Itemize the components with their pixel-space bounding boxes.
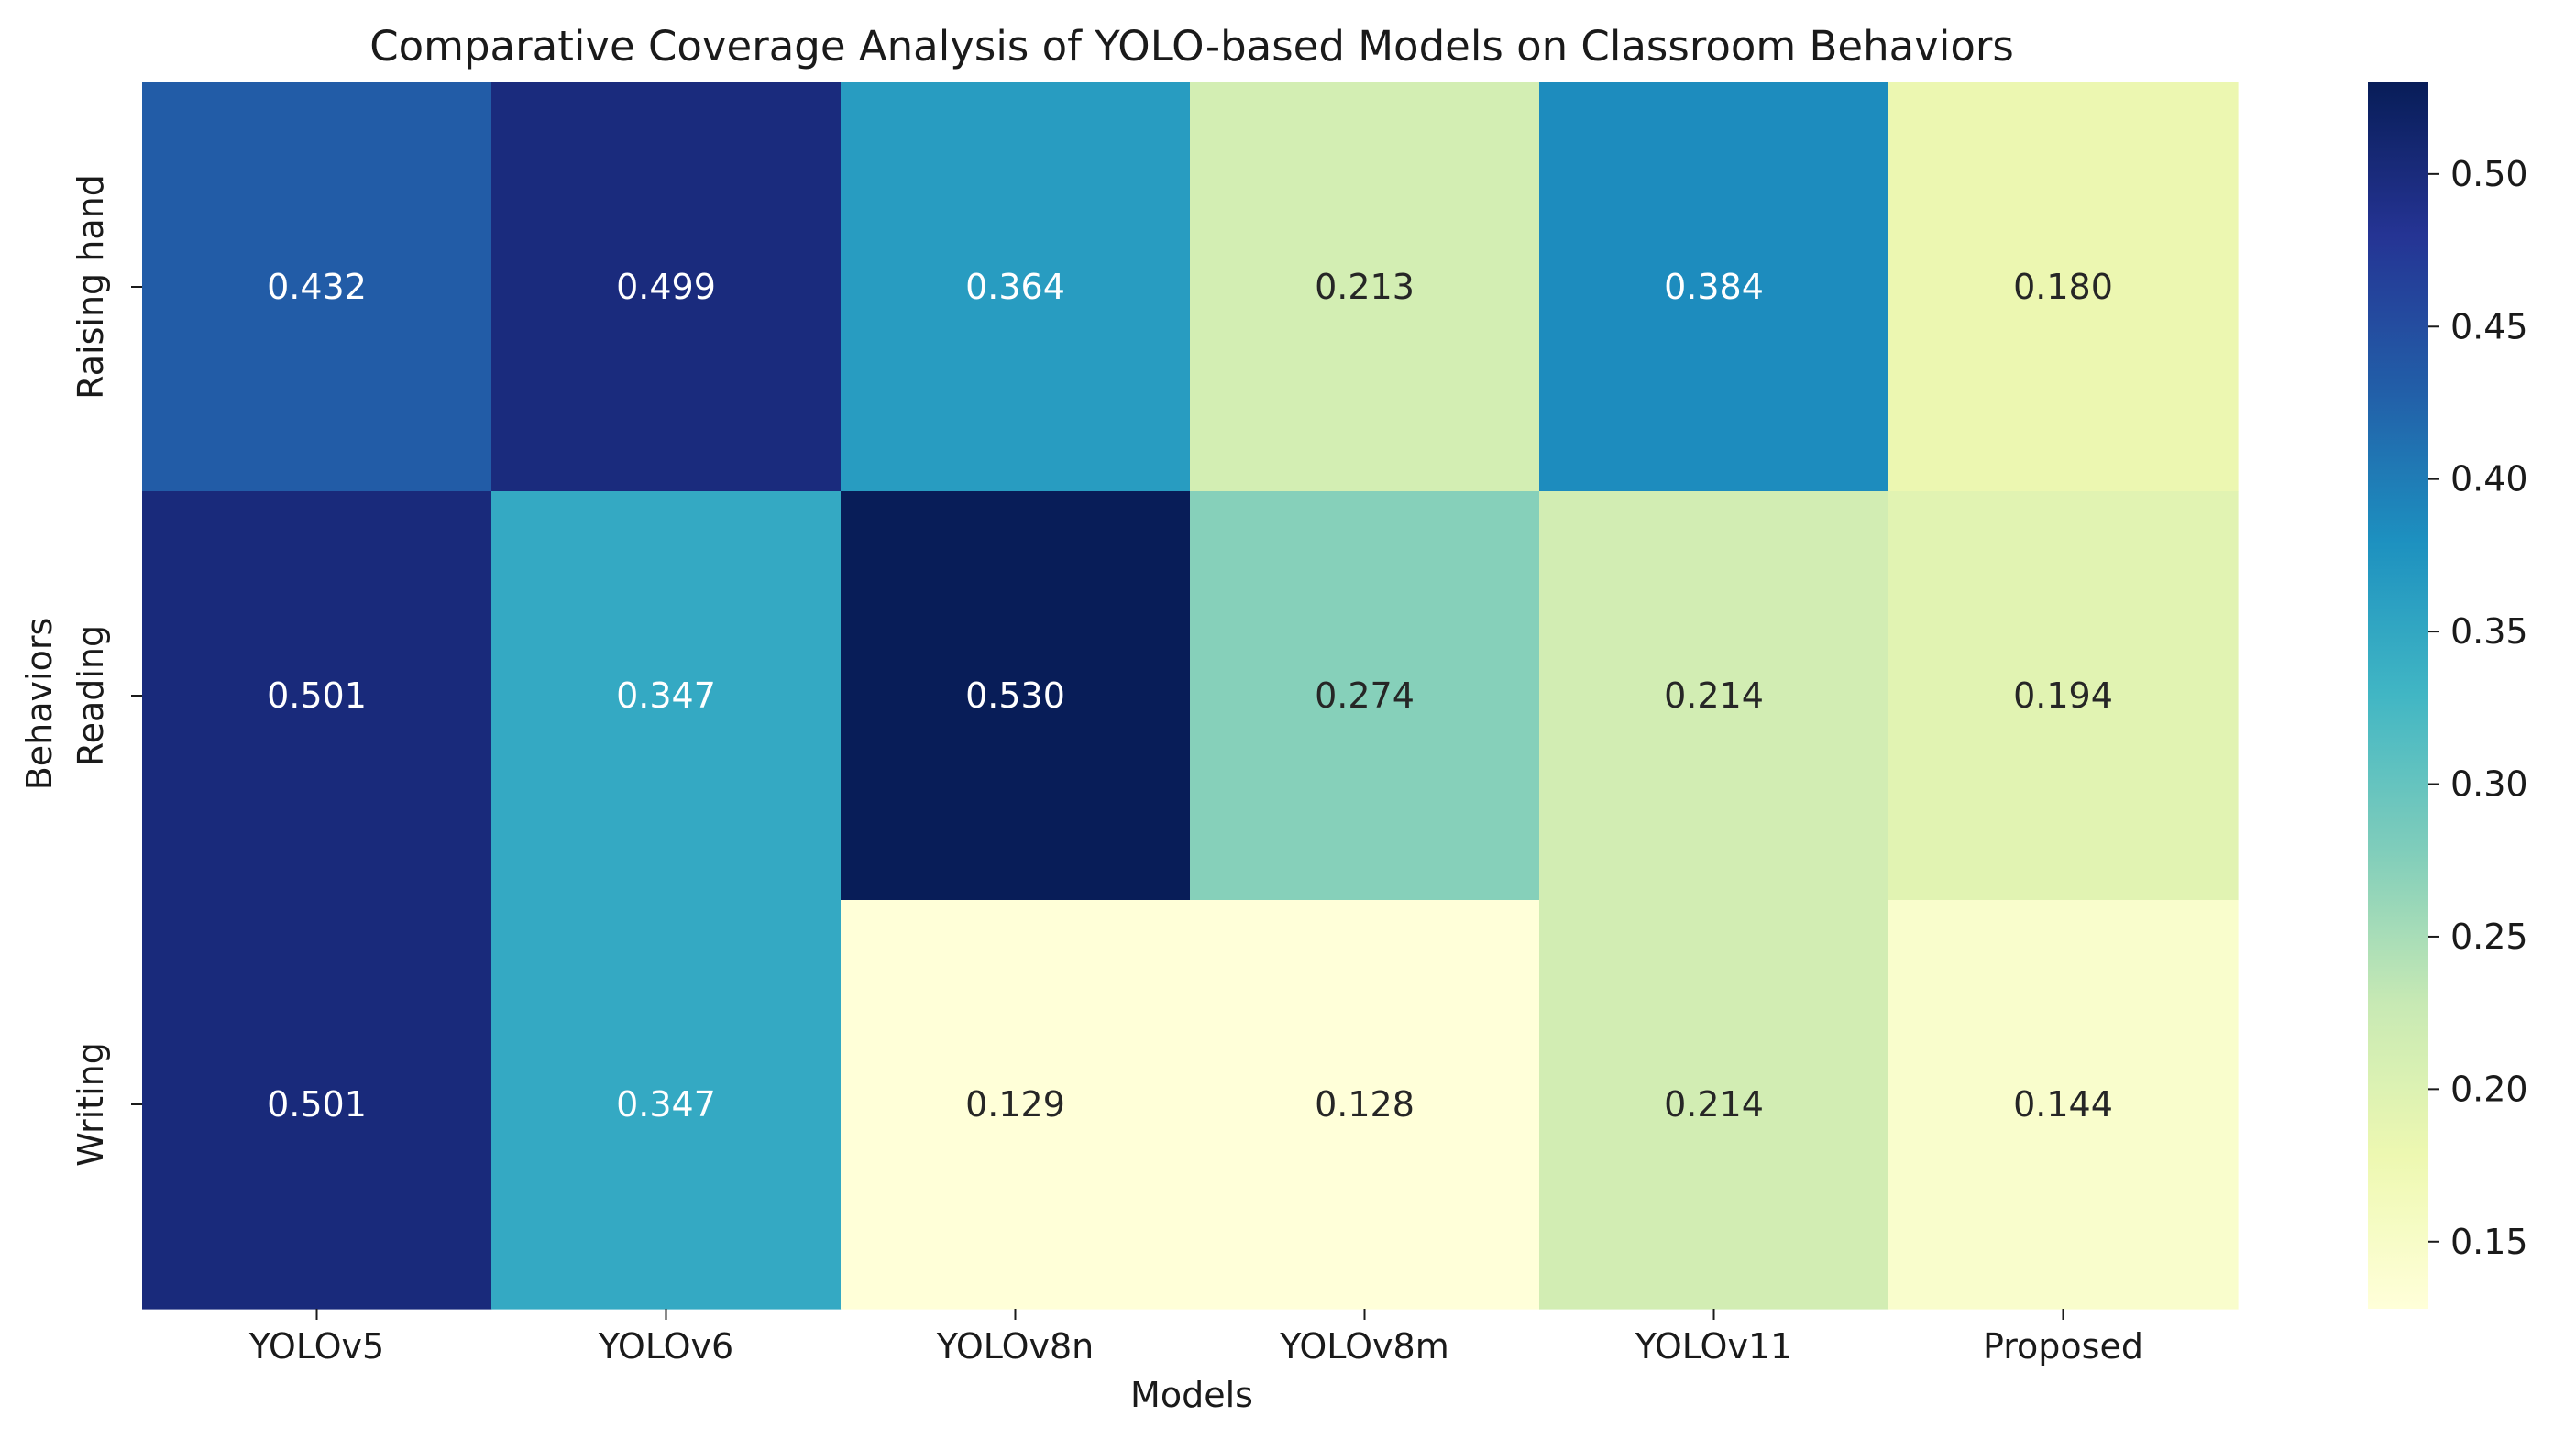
cell-value-label: 0.501 xyxy=(267,675,367,716)
x-tick-label: YOLOv5 xyxy=(248,1326,384,1367)
colorbar-tick-label: 0.25 xyxy=(2450,917,2528,957)
cell-value-label: 0.274 xyxy=(1315,675,1415,716)
cell-value-label: 0.347 xyxy=(616,675,716,716)
colorbar: 0.15 0.20 0.25 0.30 0.35 0.40 0.45 0.50 xyxy=(2368,82,2528,1309)
cell-value-label: 0.194 xyxy=(2013,675,2113,716)
x-tick-label: YOLOv8n xyxy=(936,1326,1095,1367)
y-tick-label: Reading xyxy=(71,625,111,766)
cell-value-label: 0.180 xyxy=(2013,267,2113,307)
colorbar-tick-label: 0.45 xyxy=(2450,306,2528,346)
cell-value-label: 0.213 xyxy=(1315,267,1415,307)
heatmap-cell xyxy=(1190,82,1540,492)
heatmap-cell xyxy=(1539,491,1889,901)
heatmap-cell xyxy=(142,491,492,901)
cell-value-label: 0.128 xyxy=(1315,1084,1415,1125)
cell-value-label: 0.384 xyxy=(1664,267,1764,307)
heatmap-cell xyxy=(1190,491,1540,901)
heatmap-cell xyxy=(1190,900,1540,1310)
y-tick-label: Writing xyxy=(71,1042,111,1167)
cell-value-label: 0.364 xyxy=(965,267,1065,307)
cell-value-label: 0.432 xyxy=(267,267,367,307)
colorbar-tick-label: 0.15 xyxy=(2450,1222,2528,1262)
heatmap-cell xyxy=(491,900,842,1310)
cell-value-label: 0.214 xyxy=(1664,675,1764,716)
heatmap-cell xyxy=(142,900,492,1310)
x-tick-label: Proposed xyxy=(1983,1326,2143,1367)
heatmap-cell xyxy=(841,491,1191,901)
colorbar-tick-label: 0.20 xyxy=(2450,1069,2528,1109)
heatmap-cells: 0.432 0.499 0.364 0.213 0.384 0.180 0.501 0.347… xyxy=(142,82,2239,1310)
y-axis: Raising hand Reading Writing xyxy=(71,174,142,1167)
cell-value-label: 0.530 xyxy=(965,675,1065,716)
heatmap-cell xyxy=(1888,900,2239,1310)
heatmap-cell xyxy=(1888,82,2239,492)
heatmap-cell xyxy=(142,82,492,492)
heatmap-cell xyxy=(841,900,1191,1310)
x-axis: YOLOv5 YOLOv6 YOLOv8n YOLOv8m YOLOv11 Propose… xyxy=(248,1309,2143,1367)
y-axis-label: Behaviors xyxy=(19,618,60,791)
cell-value-label: 0.499 xyxy=(616,267,716,307)
x-tick-label: YOLOv11 xyxy=(1635,1326,1793,1367)
cell-value-label: 0.214 xyxy=(1664,1084,1764,1125)
colorbar-tick-label: 0.30 xyxy=(2450,764,2528,805)
cell-value-label: 0.347 xyxy=(616,1084,716,1125)
heatmap-cell xyxy=(841,82,1191,492)
heatmap-cell xyxy=(491,491,842,901)
colorbar-tick-label: 0.50 xyxy=(2450,154,2528,194)
y-tick-label: Raising hand xyxy=(71,174,111,400)
heatmap-cell xyxy=(1888,491,2239,901)
colorbar-gradient xyxy=(2368,82,2428,1309)
chart-title: Comparative Coverage Analysis of YOLO-ba… xyxy=(369,22,2014,71)
cell-value-label: 0.501 xyxy=(267,1084,367,1125)
cell-value-label: 0.144 xyxy=(2013,1084,2113,1125)
heatmap-cell xyxy=(491,82,842,492)
x-axis-label: Models xyxy=(1130,1375,1253,1415)
heatmap-cell xyxy=(1539,82,1889,492)
colorbar-tick-label: 0.40 xyxy=(2450,459,2528,499)
x-tick-label: YOLOv8m xyxy=(1279,1326,1448,1367)
colorbar-tick-label: 0.35 xyxy=(2450,611,2528,652)
cell-value-label: 0.129 xyxy=(965,1084,1065,1125)
x-tick-label: YOLOv6 xyxy=(598,1326,733,1367)
heatmap-cell xyxy=(1539,900,1889,1310)
